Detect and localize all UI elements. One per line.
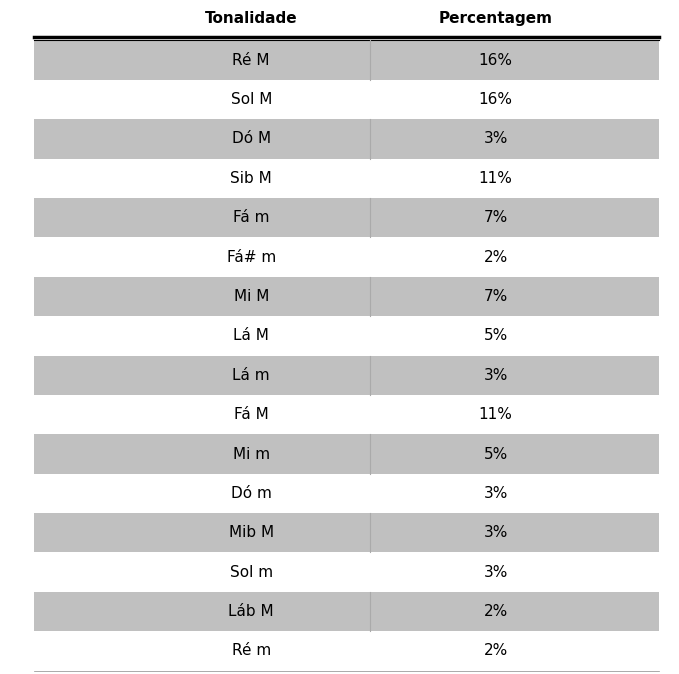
- Text: Mi M: Mi M: [234, 289, 269, 304]
- Bar: [34, 632, 659, 671]
- Bar: [34, 316, 659, 356]
- Bar: [34, 553, 659, 592]
- Bar: [34, 158, 659, 198]
- Text: Dó M: Dó M: [232, 131, 271, 146]
- Bar: [34, 40, 659, 80]
- Text: 3%: 3%: [483, 525, 508, 541]
- Text: Fá m: Fá m: [233, 210, 270, 225]
- Text: 11%: 11%: [479, 407, 513, 422]
- Text: 2%: 2%: [483, 644, 508, 658]
- Bar: [34, 513, 659, 553]
- Text: 16%: 16%: [479, 92, 513, 107]
- Text: Fá# m: Fá# m: [227, 249, 276, 265]
- Text: Percentagem: Percentagem: [439, 11, 553, 26]
- Text: Lá M: Lá M: [234, 328, 269, 343]
- Bar: [34, 80, 659, 119]
- Text: Láb M: Láb M: [228, 604, 274, 619]
- Text: Mi m: Mi m: [233, 446, 270, 462]
- Text: Mib M: Mib M: [229, 525, 274, 541]
- Text: 5%: 5%: [483, 328, 508, 343]
- Text: Ré m: Ré m: [232, 644, 271, 658]
- Bar: [34, 356, 659, 395]
- Text: 3%: 3%: [483, 368, 508, 383]
- Text: 16%: 16%: [479, 53, 513, 67]
- Text: 11%: 11%: [479, 171, 513, 186]
- Text: Ré M: Ré M: [232, 53, 270, 67]
- Text: Sol m: Sol m: [230, 565, 273, 580]
- Bar: [34, 474, 659, 513]
- Bar: [34, 277, 659, 316]
- Bar: [34, 0, 659, 37]
- Bar: [34, 395, 659, 434]
- Text: 3%: 3%: [483, 486, 508, 501]
- Bar: [34, 119, 659, 158]
- Text: 2%: 2%: [483, 249, 508, 265]
- Bar: [34, 434, 659, 474]
- Text: 7%: 7%: [483, 210, 508, 225]
- Text: Dó m: Dó m: [231, 486, 272, 501]
- Bar: [34, 592, 659, 632]
- Text: 2%: 2%: [483, 604, 508, 619]
- Text: Lá m: Lá m: [232, 368, 270, 383]
- Bar: [34, 237, 659, 277]
- Text: 5%: 5%: [483, 446, 508, 462]
- Text: 7%: 7%: [483, 289, 508, 304]
- Text: Sol M: Sol M: [231, 92, 272, 107]
- Text: 3%: 3%: [483, 131, 508, 146]
- Text: Tonalidade: Tonalidade: [205, 11, 297, 26]
- Text: 3%: 3%: [483, 565, 508, 580]
- Bar: [34, 198, 659, 237]
- Text: Fá M: Fá M: [234, 407, 269, 422]
- Text: Sib M: Sib M: [230, 171, 272, 186]
